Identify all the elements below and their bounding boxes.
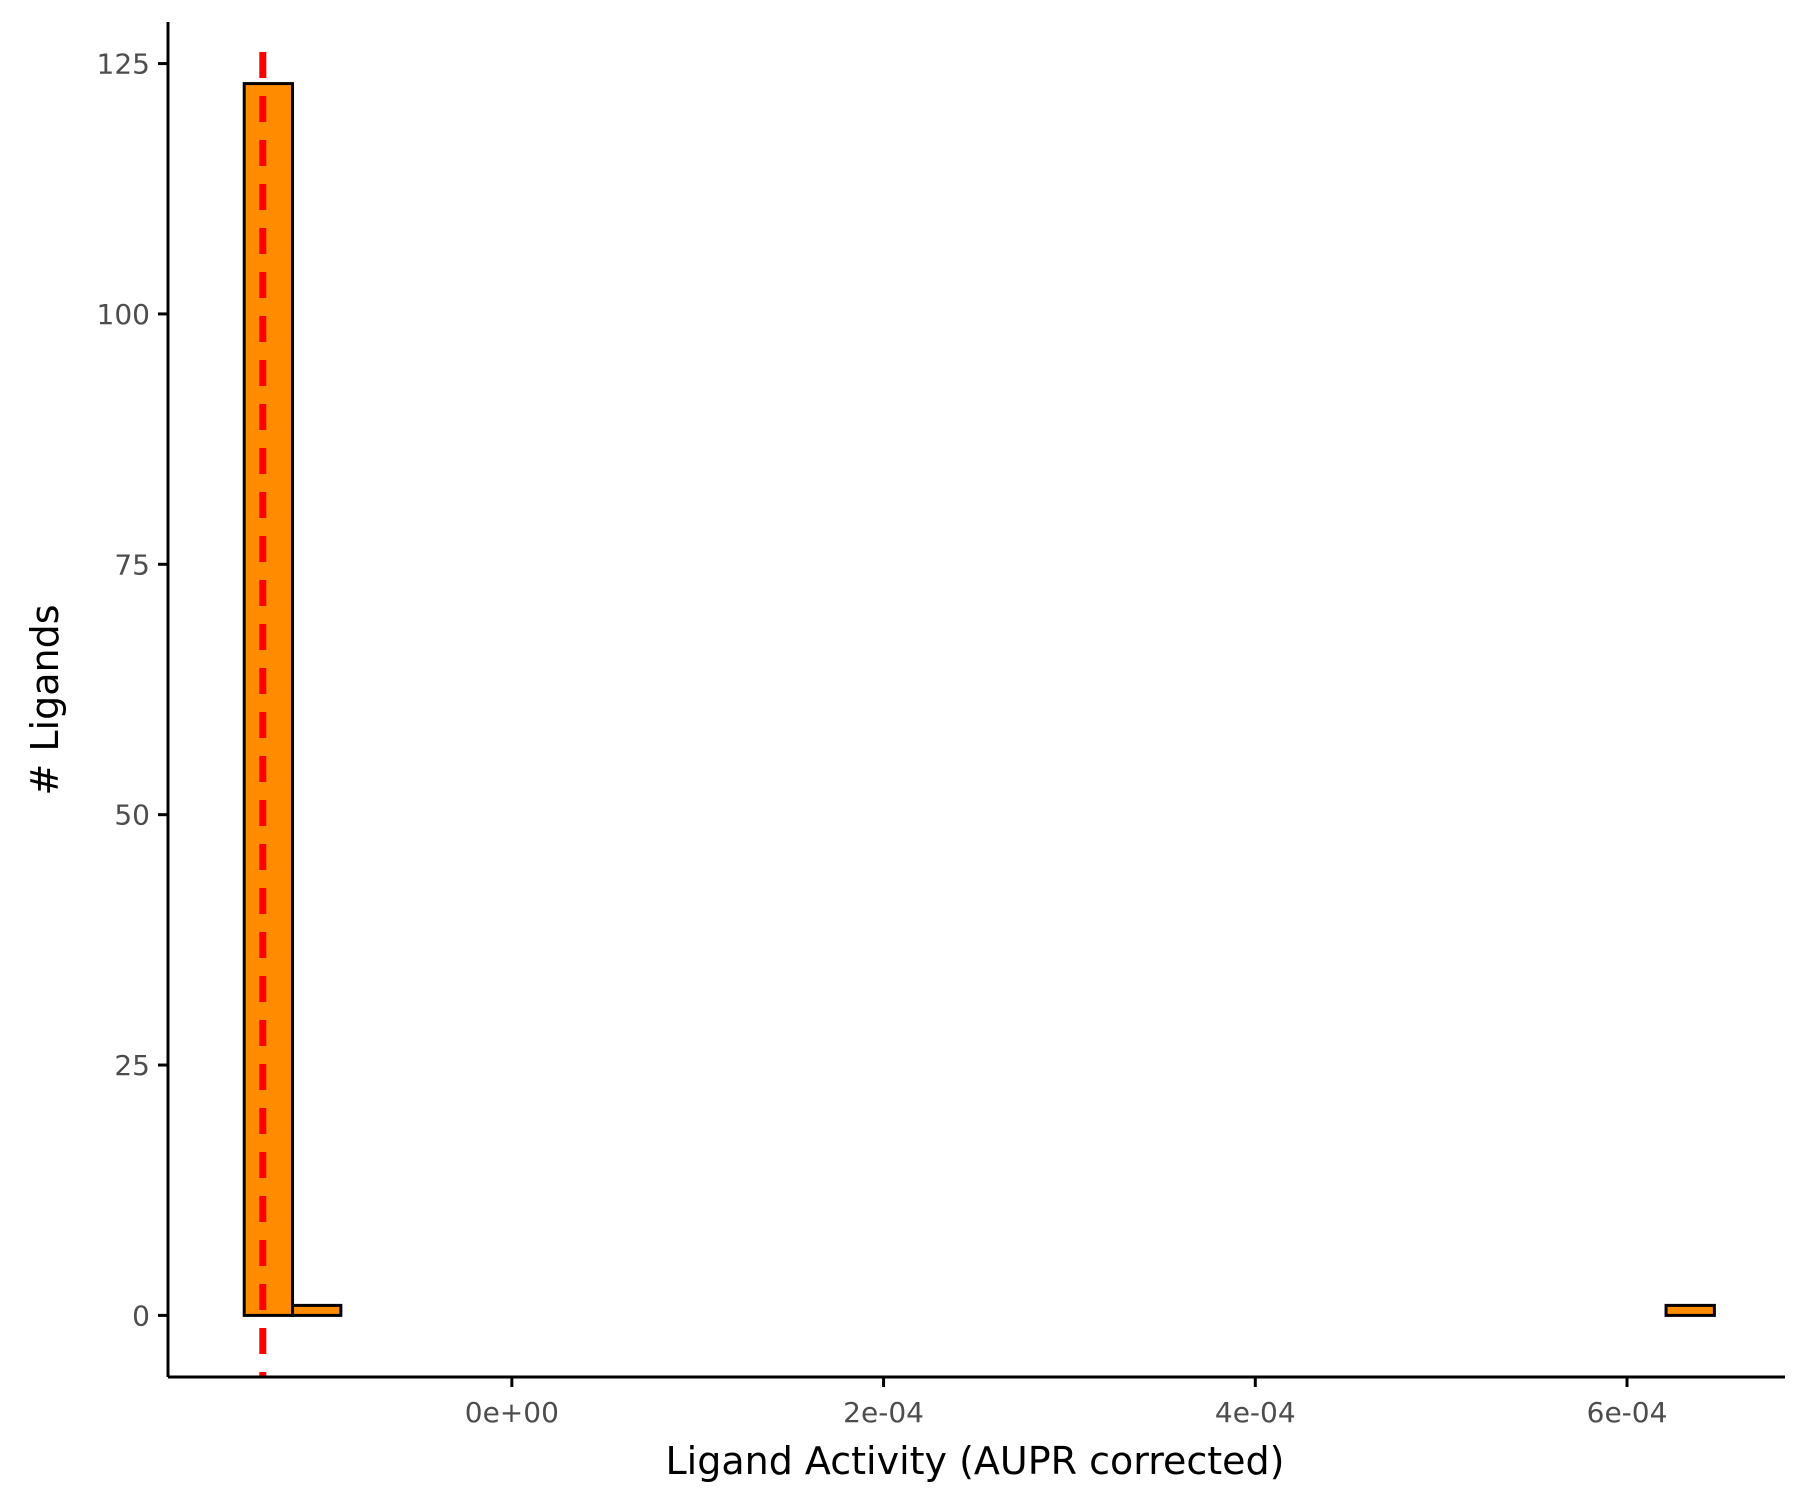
y-tick-label: 50 bbox=[114, 799, 150, 832]
bars bbox=[242, 82, 1716, 1317]
histogram-bar bbox=[291, 1303, 343, 1317]
x-axis-title: Ligand Activity (AUPR corrected) bbox=[665, 1439, 1284, 1483]
histogram-bar bbox=[1664, 1303, 1716, 1317]
x-ticks: 0e+00 2e-04 4e-04 6e-04 bbox=[465, 1377, 1668, 1429]
y-ticks: 0 25 50 75 100 125 bbox=[97, 48, 168, 1332]
x-tick-label: 6e-04 bbox=[1587, 1396, 1668, 1429]
y-tick-label: 125 bbox=[97, 48, 150, 81]
y-tick-label: 25 bbox=[114, 1049, 150, 1082]
y-tick-label: 100 bbox=[97, 298, 150, 331]
x-tick-label: 2e-04 bbox=[843, 1396, 924, 1429]
y-tick-label: 0 bbox=[132, 1299, 150, 1332]
y-tick-label: 75 bbox=[114, 548, 150, 581]
x-tick-label: 0e+00 bbox=[465, 1396, 559, 1429]
histogram-bar bbox=[242, 82, 295, 1317]
x-tick-label: 4e-04 bbox=[1215, 1396, 1296, 1429]
y-axis-title: # Ligands bbox=[23, 604, 67, 795]
